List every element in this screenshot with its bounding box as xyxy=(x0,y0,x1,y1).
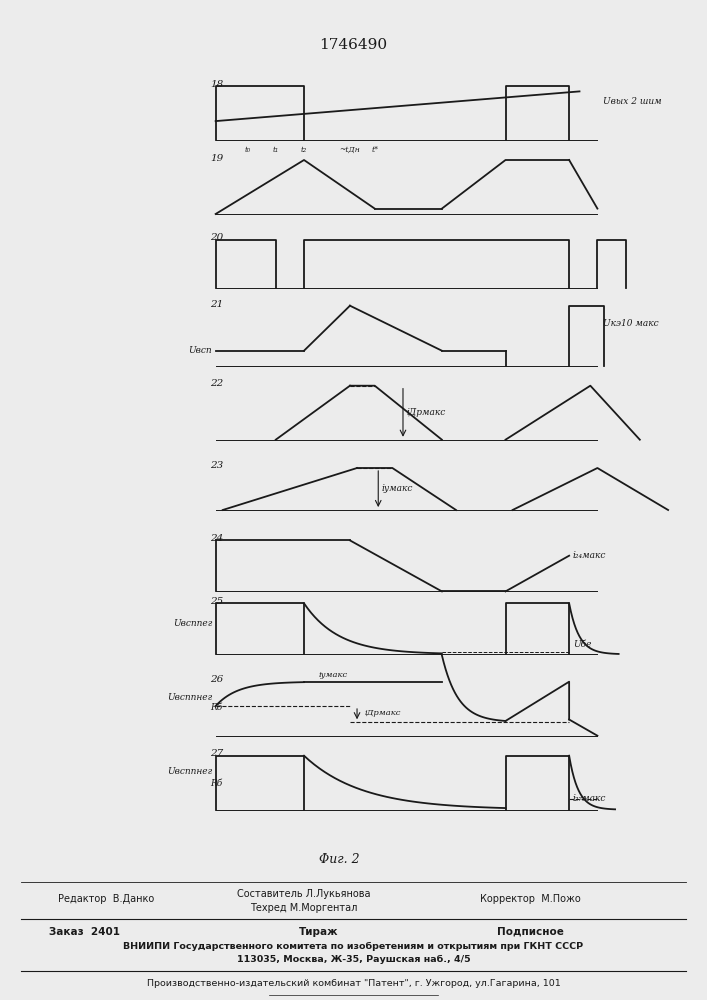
Text: 22: 22 xyxy=(210,379,223,388)
Text: 20: 20 xyxy=(210,233,223,242)
Text: 1746490: 1746490 xyxy=(320,38,387,52)
Text: iДрмакс: iДрмакс xyxy=(364,709,401,717)
Text: Тираж: Тираж xyxy=(298,927,338,937)
Text: Uкэ10 макс: Uкэ10 макс xyxy=(603,319,659,328)
Text: Заказ  2401: Заказ 2401 xyxy=(49,927,120,937)
Text: t₁: t₁ xyxy=(273,146,279,154)
Text: 25: 25 xyxy=(210,597,223,606)
Text: 21: 21 xyxy=(210,300,223,309)
Text: ВНИИПИ Государственного комитета по изобретениям и открытиям при ГКНТ СССР: ВНИИПИ Государственного комитета по изоб… xyxy=(124,941,583,951)
Text: 23: 23 xyxy=(210,461,223,470)
Text: t*: t* xyxy=(371,146,378,154)
Text: iумакс: iумакс xyxy=(382,484,413,493)
Text: 18: 18 xyxy=(210,80,223,89)
Text: t₀: t₀ xyxy=(245,146,250,154)
Text: Корректор  М.Пожо: Корректор М.Пожо xyxy=(480,894,580,904)
Text: ~tДн: ~tДн xyxy=(339,146,361,154)
Text: Uвсппнег: Uвсппнег xyxy=(167,693,212,702)
Text: Uвых 2 шим: Uвых 2 шим xyxy=(603,97,662,106)
Text: i₂₄макс: i₂₄макс xyxy=(573,551,606,560)
Text: Rб: Rб xyxy=(211,703,223,712)
Text: i₂₇макс: i₂₇макс xyxy=(573,794,606,803)
Text: Uвсппнег: Uвсппнег xyxy=(167,767,212,776)
Text: 19: 19 xyxy=(210,154,223,163)
Text: 26: 26 xyxy=(210,675,223,684)
Text: Составитель Л.Лукьянова: Составитель Л.Лукьянова xyxy=(238,889,370,899)
Text: 27: 27 xyxy=(210,749,223,758)
Text: 113035, Москва, Ж-35, Раушская наб., 4/5: 113035, Москва, Ж-35, Раушская наб., 4/5 xyxy=(237,954,470,964)
Text: Техред М.Моргентал: Техред М.Моргентал xyxy=(250,903,358,913)
Text: Uвсп: Uвсп xyxy=(189,346,212,355)
Text: Uвсппег: Uвсппег xyxy=(173,619,212,628)
Text: iумакс: iумакс xyxy=(318,671,347,679)
Text: Производственно-издательский комбинат "Патент", г. Ужгород, ул.Гагарина, 101: Производственно-издательский комбинат "П… xyxy=(146,980,561,988)
Text: Φиг. 2: Φиг. 2 xyxy=(319,853,360,866)
Text: Подписное: Подписное xyxy=(497,927,563,937)
Text: Rб: Rб xyxy=(211,779,223,788)
Text: 24: 24 xyxy=(210,534,223,543)
Text: t₂: t₂ xyxy=(301,146,307,154)
Text: Uбе: Uбе xyxy=(573,640,591,649)
Text: iДрмакс: iДрмакс xyxy=(407,408,446,417)
Text: Редактор  В.Данко: Редактор В.Данко xyxy=(58,894,154,904)
